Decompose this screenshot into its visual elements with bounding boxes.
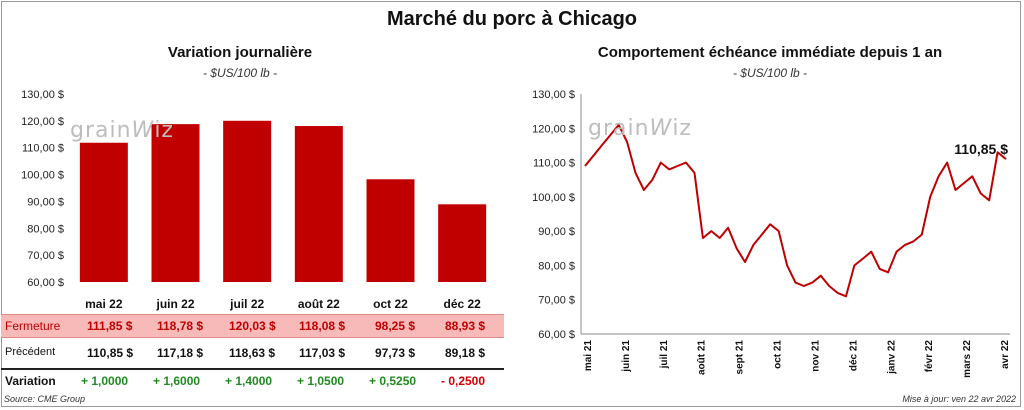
- table-cell: 89,18 $: [445, 346, 486, 360]
- y-tick-label: 70,00 $: [538, 295, 575, 307]
- table-cell: 97,73 $: [375, 346, 416, 360]
- y-tick-label: 90,00 $: [27, 196, 64, 208]
- table-cell: 117,03 $: [299, 346, 346, 360]
- y-tick-label: 130,00 $: [21, 89, 64, 101]
- bar-4: [366, 179, 415, 282]
- table-row-precedent: Précédent 110,85 $ 117,18 $ 118,63 $ 117…: [1, 342, 504, 364]
- table-row-variation: Variation + 1,0000 + 1,6000 + 1,4000 + 1…: [1, 368, 504, 392]
- x-tick-label: déc 22: [443, 297, 481, 311]
- bar-chart: 60,00 $ 70,00 $ 80,00 $ 90,00 $ 100,00 $ 110,…: [21, 89, 487, 311]
- y-tick-label: 100,00 $: [532, 192, 575, 204]
- y-tick-label: 80,00 $: [27, 223, 64, 235]
- y-tick-label: 80,00 $: [538, 260, 575, 272]
- x-tick-label: août 22: [298, 297, 340, 311]
- y-tick-label: 60,00 $: [538, 329, 575, 341]
- x-tick-label: sept 21: [735, 340, 746, 375]
- x-tick-label: févr 22: [924, 340, 935, 373]
- y-tick-label: 120,00 $: [21, 116, 64, 128]
- x-tick-label: juil 21: [659, 340, 670, 370]
- row-label: Fermeture: [5, 319, 61, 333]
- bar-3: [294, 126, 343, 282]
- y-tick-label: 120,00 $: [532, 123, 575, 135]
- line-chart-title: Comportement échéance immédiate depuis 1…: [597, 44, 943, 61]
- bar-chart-unit: - $US/100 lb -: [202, 66, 278, 80]
- source-note: Source: CME Group: [4, 394, 86, 404]
- update-note: Mise à jour: ven 22 avr 2022: [902, 394, 1016, 404]
- x-tick-label: janv 22: [886, 340, 897, 375]
- table-cell: 88,93 $: [445, 319, 486, 333]
- x-tick-label: oct 22: [373, 297, 408, 311]
- bar-1: [151, 124, 200, 282]
- x-tick-label: avr 22: [1000, 340, 1011, 369]
- y-tick-label: 110,00 $: [22, 143, 64, 155]
- x-tick-label: mai 22: [85, 297, 123, 311]
- x-tick-label: juin 21: [621, 340, 632, 373]
- x-tick-label: mars 22: [962, 340, 973, 378]
- line-chart: 60,00 $ 70,00 $ 80,00 $ 90,00 $ 100,00 $ 110,…: [532, 89, 1011, 378]
- y-tick-label: 60,00 $: [27, 277, 64, 289]
- table-cell: 98,25 $: [375, 319, 416, 333]
- watermark-logo-left: grainWiz: [70, 118, 174, 143]
- line-series: [584, 123, 1007, 298]
- page-title: Marché du porc à Chicago: [386, 8, 638, 30]
- x-tick-label: juin 22: [155, 297, 194, 311]
- table-cell: + 1,0500: [297, 374, 345, 388]
- line-chart-unit: - $US/100 lb -: [732, 66, 808, 80]
- watermark-logo-right: grainWiz: [588, 116, 692, 141]
- table-cell: 117,18 $: [157, 346, 204, 360]
- x-tick-label: oct 21: [773, 340, 784, 369]
- y-tick-label: 100,00 $: [21, 170, 64, 182]
- row-label: Variation: [5, 374, 56, 388]
- x-tick-label: mai 21: [583, 340, 594, 372]
- x-tick-label: août 21: [697, 340, 708, 375]
- table-cell: 118,78 $: [157, 319, 204, 333]
- table-cell: + 1,4000: [225, 374, 273, 388]
- table-cell: + 0,5250: [369, 374, 417, 388]
- y-tick-label: 110,00 $: [533, 158, 575, 170]
- row-label: Précédent: [5, 346, 56, 358]
- y-tick-label: 130,00 $: [532, 89, 575, 101]
- y-tick-label: 70,00 $: [27, 250, 64, 262]
- bar-0: [79, 142, 128, 282]
- y-tick-label: 90,00 $: [538, 226, 575, 238]
- table-cell: 111,85 $: [87, 319, 133, 333]
- x-tick-label: déc 21: [848, 340, 859, 372]
- x-tick-label: nov 21: [810, 340, 821, 372]
- table-cell: 118,63 $: [229, 346, 276, 360]
- table-cell: + 1,6000: [153, 374, 201, 388]
- table-cell: 110,85 $: [87, 346, 134, 360]
- bar-2: [223, 120, 272, 282]
- table-row-fermeture: Fermeture 111,85 $ 118,78 $ 120,03 $ 118…: [1, 314, 504, 338]
- x-tick-label: juil 22: [229, 297, 264, 311]
- table-cell: 118,08 $: [299, 319, 346, 333]
- bar-5: [438, 204, 487, 282]
- last-value-label: 110,85 $: [954, 141, 1008, 157]
- table-cell: 120,03 $: [229, 319, 276, 333]
- bar-chart-title: Variation journalière: [167, 44, 313, 61]
- table-cell: - 0,2500: [441, 374, 486, 388]
- table-cell: + 1,0000: [81, 374, 129, 388]
